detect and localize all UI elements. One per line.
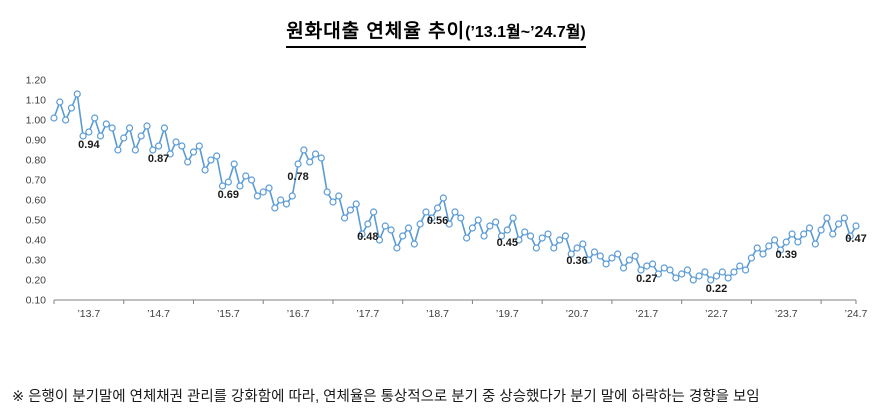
svg-text:0.22: 0.22 (706, 283, 727, 295)
x-axis-ticks (53, 300, 857, 304)
svg-text:0.70: 0.70 (26, 175, 47, 187)
svg-text:0.69: 0.69 (218, 189, 239, 201)
svg-text:’17.7: ’17.7 (356, 308, 379, 320)
svg-text:0.50: 0.50 (26, 215, 47, 227)
chart-title-main: 원화대출 연체율 추이 (286, 21, 466, 42)
svg-text:’20.7: ’20.7 (566, 308, 589, 320)
svg-text:1.20: 1.20 (26, 75, 47, 87)
svg-text:1.10: 1.10 (26, 95, 47, 107)
svg-text:0.47: 0.47 (845, 233, 866, 245)
data-labels: 0.94 0.87 0.69 0.78 0.48 0.56 0.45 0.36 0.27 0.22… (78, 139, 867, 295)
delinquency-rate-line (53, 93, 857, 281)
svg-text:’24.7: ’24.7 (845, 308, 868, 320)
delinquency-line-chart: 1.20 1.10 1.00 0.90 0.80 0.70 0.60 0.50 0.40 0.30… (0, 66, 872, 338)
y-axis-labels: 1.20 1.10 1.00 0.90 0.80 0.70 0.60 0.50 0.40 0.30… (26, 75, 47, 307)
svg-text:’19.7: ’19.7 (496, 308, 519, 320)
svg-text:0.80: 0.80 (26, 155, 47, 167)
svg-text:0.78: 0.78 (287, 171, 308, 183)
chart-title-range: (’13.1월~’24.7월) (465, 24, 586, 41)
chart-title: 원화대출 연체율 추이(’13.1월~’24.7월) (0, 16, 872, 48)
svg-text:0.56: 0.56 (427, 215, 448, 227)
svg-text:0.30: 0.30 (26, 255, 47, 267)
svg-text:’23.7: ’23.7 (775, 308, 798, 320)
svg-text:0.27: 0.27 (636, 273, 657, 285)
svg-text:0.94: 0.94 (78, 139, 100, 151)
svg-text:0.39: 0.39 (776, 249, 797, 261)
svg-text:’18.7: ’18.7 (426, 308, 449, 320)
svg-text:0.48: 0.48 (357, 231, 378, 243)
svg-text:0.40: 0.40 (26, 235, 47, 247)
svg-text:’22.7: ’22.7 (705, 308, 728, 320)
svg-text:’13.7: ’13.7 (77, 308, 100, 320)
svg-text:0.10: 0.10 (26, 295, 47, 307)
svg-text:1.00: 1.00 (26, 115, 47, 127)
svg-text:’15.7: ’15.7 (217, 308, 240, 320)
svg-text:’16.7: ’16.7 (287, 308, 310, 320)
data-point-markers (50, 90, 860, 284)
x-axis-labels: ’13.7 ’14.7 ’15.7 ’16.7 ’17.7 ’18.7 ’19.7 ’20.7… (77, 308, 867, 320)
svg-text:0.87: 0.87 (148, 153, 169, 165)
svg-text:0.20: 0.20 (26, 275, 47, 287)
svg-text:’21.7: ’21.7 (635, 308, 658, 320)
svg-text:’14.7: ’14.7 (147, 308, 170, 320)
footnote: ※ 은행이 분기말에 연체채권 관리를 강화함에 따라, 연체율은 통상적으로 … (12, 389, 760, 405)
svg-text:0.36: 0.36 (566, 255, 587, 267)
svg-text:0.90: 0.90 (26, 135, 47, 147)
svg-text:0.45: 0.45 (497, 237, 518, 249)
line-chart-svg: 1.20 1.10 1.00 0.90 0.80 0.70 0.60 0.50 0.40 0.30… (26, 75, 868, 321)
svg-text:0.60: 0.60 (26, 195, 47, 207)
chart-title-underline: 원화대출 연체율 추이(’13.1월~’24.7월) (286, 16, 586, 48)
